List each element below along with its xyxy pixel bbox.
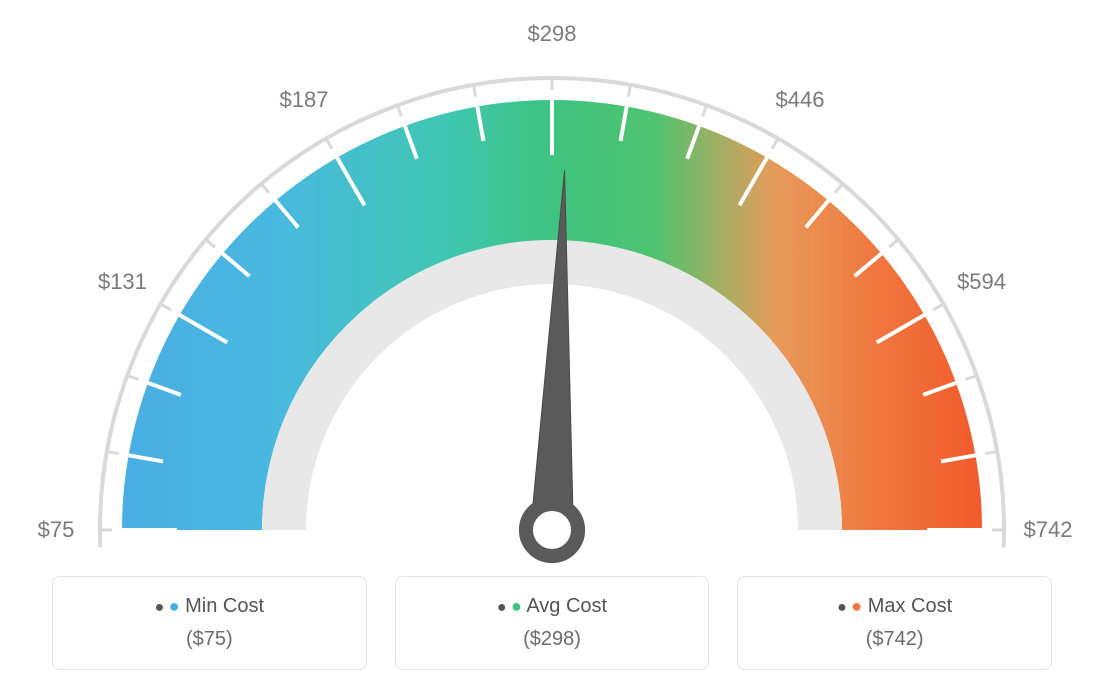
- gauge-svg: [52, 10, 1052, 570]
- legend-min-label: ● Min Cost: [63, 595, 356, 618]
- legend-max-value: ($742): [748, 628, 1041, 651]
- cost-gauge: $75$131$187$298$446$594$742: [52, 10, 1052, 570]
- legend-min-value: ($75): [63, 628, 356, 651]
- gauge-tick-label: $742: [1024, 517, 1073, 543]
- legend-row: ● Min Cost ($75) ● Avg Cost ($298) ● Max…: [52, 576, 1052, 670]
- legend-avg-label: ● Avg Cost: [406, 595, 699, 618]
- gauge-tick-label: $594: [957, 269, 1006, 295]
- legend-avg-value: ($298): [406, 628, 699, 651]
- legend-avg: ● Avg Cost ($298): [395, 576, 710, 670]
- legend-max: ● Max Cost ($742): [737, 576, 1052, 670]
- gauge-tick-label: $187: [280, 87, 329, 113]
- legend-min: ● Min Cost ($75): [52, 576, 367, 670]
- gauge-tick-label: $75: [38, 517, 75, 543]
- legend-max-label: ● Max Cost: [748, 595, 1041, 618]
- gauge-tick-label: $446: [776, 87, 825, 113]
- gauge-tick-label: $298: [528, 21, 577, 47]
- gauge-tick-label: $131: [98, 269, 147, 295]
